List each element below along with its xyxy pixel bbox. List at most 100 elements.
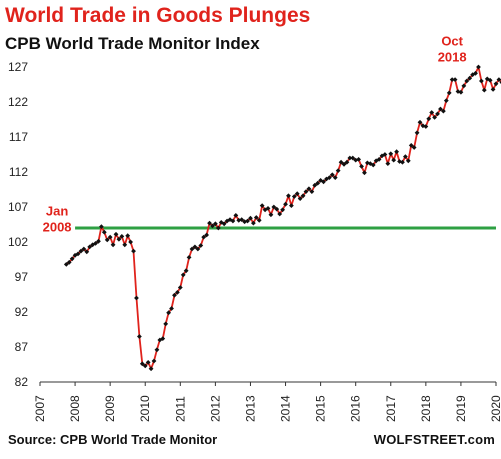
data-point-marker — [411, 145, 417, 150]
data-point-marker — [435, 111, 440, 117]
y-tick-label: 112 — [9, 165, 28, 179]
data-point-marker — [291, 194, 297, 199]
data-point-marker — [277, 211, 283, 217]
source-note: Source: CPB World Trade Monitor — [8, 432, 218, 447]
data-point-marker — [467, 75, 473, 81]
x-tick-label: 2012 — [208, 395, 222, 422]
data-point-marker — [119, 234, 125, 239]
annotation-label: 2008 — [43, 219, 72, 234]
data-point-marker — [473, 70, 478, 76]
data-point-marker — [379, 153, 385, 159]
y-tick-label: 122 — [8, 95, 28, 109]
x-tick-label: 2010 — [138, 395, 152, 422]
data-point-marker — [145, 360, 151, 365]
data-point-marker — [493, 81, 499, 87]
data-point-marker — [458, 89, 464, 95]
y-tick-label: 87 — [15, 340, 29, 354]
data-point-marker — [481, 87, 487, 93]
data-point-marker — [400, 159, 405, 165]
data-point-marker — [233, 213, 239, 218]
data-point-marker — [131, 248, 136, 254]
chart-title: World Trade in Goods Plunges — [5, 4, 311, 27]
data-point-marker — [338, 159, 344, 165]
data-point-marker — [487, 77, 493, 83]
data-point-marker — [207, 220, 212, 226]
data-point-marker — [283, 201, 288, 207]
data-point-marker — [294, 191, 300, 197]
data-point-marker — [248, 215, 253, 221]
x-tick-label: 2016 — [349, 395, 363, 422]
x-tick-label: 2017 — [384, 395, 398, 422]
data-point-marker — [198, 243, 204, 248]
data-point-marker — [75, 251, 81, 257]
data-point-marker — [253, 215, 259, 220]
data-point-marker — [101, 229, 107, 235]
data-point-marker — [136, 334, 142, 339]
annotation-label: 2018 — [438, 50, 467, 65]
data-point-marker — [391, 157, 397, 163]
data-point-marker — [408, 143, 414, 148]
data-point-marker — [160, 336, 166, 341]
x-tick-label: 2015 — [314, 395, 328, 422]
data-point-marker — [169, 306, 174, 311]
data-point-marker — [195, 246, 201, 252]
y-tick-label: 92 — [15, 305, 29, 319]
x-tick-label: 2019 — [454, 395, 468, 422]
data-point-marker — [172, 292, 177, 298]
axes: 82 87 92 97 102 107 112 117 122 127 2007 2008 2009 20… — [8, 60, 501, 422]
data-point-marker — [69, 256, 75, 262]
data-point-marker — [186, 255, 192, 260]
data-point-marker — [440, 108, 446, 114]
series-group — [65, 66, 501, 370]
data-point-marker — [362, 170, 367, 176]
data-point-marker — [347, 155, 353, 161]
data-point-marker — [113, 231, 119, 237]
data-point-marker — [478, 78, 484, 84]
x-tick-label: 2013 — [243, 395, 257, 422]
x-tick-label: 2007 — [33, 395, 47, 422]
data-point-marker — [300, 193, 306, 199]
data-point-marker — [163, 321, 169, 327]
data-point-marker — [274, 206, 280, 212]
data-point-marker — [423, 124, 429, 129]
data-point-marker — [286, 193, 291, 199]
y-tick-label: 127 — [8, 60, 28, 74]
data-point-marker — [461, 83, 467, 89]
data-point-marker — [385, 161, 391, 166]
y-tick-label: 107 — [8, 200, 28, 214]
series-line — [65, 66, 501, 370]
data-point-marker — [139, 361, 145, 367]
data-point-marker — [107, 234, 113, 240]
data-point-marker — [151, 358, 157, 364]
y-tick-label: 102 — [8, 235, 28, 249]
data-point-marker — [496, 77, 501, 82]
data-point-marker — [476, 64, 481, 70]
data-point-marker — [78, 248, 84, 254]
data-point-marker — [464, 78, 470, 84]
annotation-label: Jan — [46, 203, 68, 218]
data-point-marker — [405, 158, 411, 164]
data-point-marker — [265, 206, 271, 211]
x-tick-label: 2018 — [419, 395, 433, 422]
data-point-marker — [394, 149, 400, 155]
data-point-marker — [210, 223, 215, 229]
data-point-marker — [157, 337, 163, 343]
data-point-marker — [417, 119, 423, 125]
data-point-marker — [449, 77, 455, 82]
data-point-marker — [335, 168, 341, 173]
data-point-marker — [452, 77, 458, 82]
data-point-marker — [388, 151, 394, 157]
data-point-marker — [312, 182, 318, 188]
data-point-marker — [204, 232, 210, 238]
data-point-marker — [142, 363, 148, 369]
data-point-marker — [212, 221, 218, 227]
data-point-marker — [189, 246, 195, 252]
x-tick-label: 2011 — [173, 396, 187, 422]
data-point-marker — [87, 244, 93, 250]
y-tick-label: 97 — [15, 270, 29, 284]
data-point-marker — [429, 110, 435, 115]
data-point-marker — [438, 106, 443, 112]
data-point-marker — [224, 218, 230, 224]
